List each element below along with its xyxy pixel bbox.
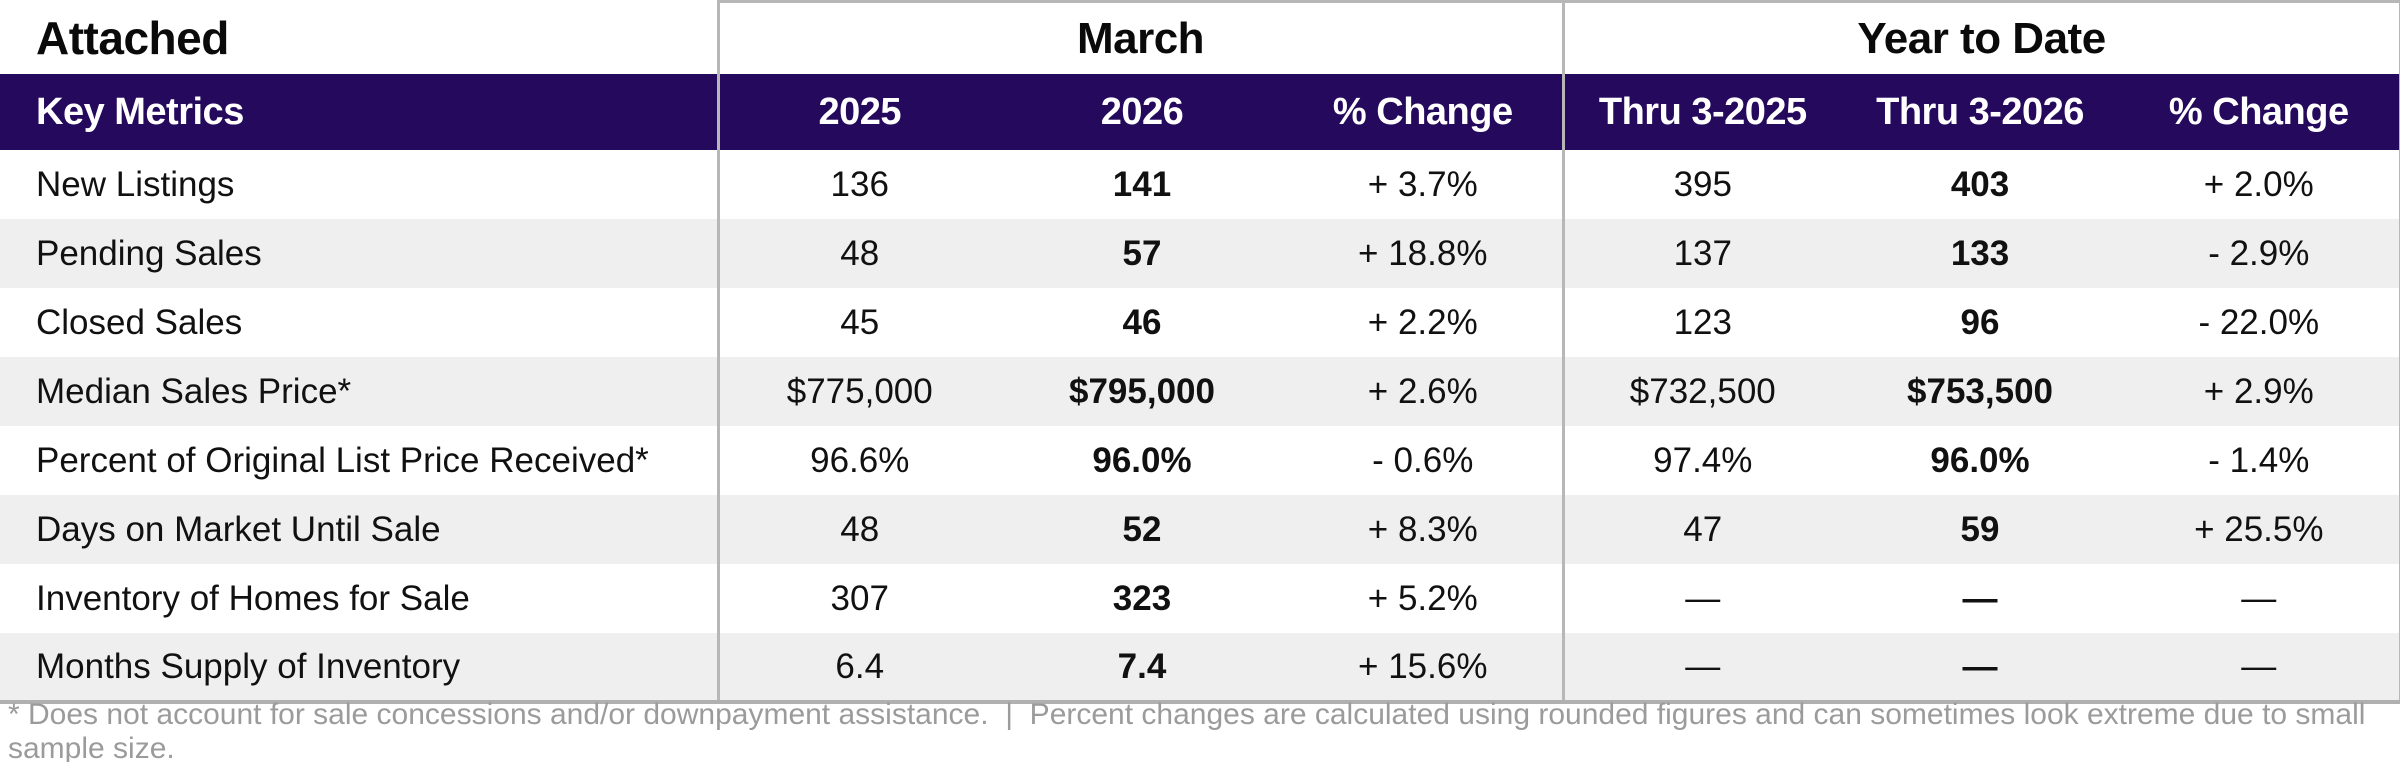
ytd-2026-value: 133 xyxy=(1950,233,2010,273)
ytd-2026-value: $753,500 xyxy=(1907,371,2053,411)
ytd-pct-change-value: + 25.5% xyxy=(2119,495,2400,564)
table-row: Percent of Original List Price Received*… xyxy=(0,426,2400,495)
march-2026-value: 323 xyxy=(1112,578,1172,618)
metric-label: Months Supply of Inventory xyxy=(0,633,718,704)
section-title-row: Attached March Year to Date xyxy=(0,0,2400,74)
column-header-thru-3-2026: Thru 3-2026 xyxy=(1841,74,2120,150)
march-2026-value: 7.4 xyxy=(1000,633,1284,704)
ytd-2025-value: 137 xyxy=(1561,219,1842,288)
march-2026-value: 46 xyxy=(1122,302,1162,342)
table-row: Months Supply of Inventory 6.4 7.4 + 15.6% —… xyxy=(0,633,2400,704)
march-pct-change-value: + 3.7% xyxy=(1367,164,1478,204)
footnote: * Does not account for sale concessions … xyxy=(0,698,2400,762)
march-pct-change-value: - 0.6% xyxy=(1372,440,1474,480)
ytd-2026-value: — xyxy=(1962,578,1998,618)
property-type-title: Attached xyxy=(0,1,718,74)
table-body: New Listings 136 141 + 3.7% 395 403 + 2.0% Pend… xyxy=(0,150,2400,704)
march-2025-value: 96.6% xyxy=(716,426,1000,495)
table-row: Pending Sales 48 57 + 18.8% 137 133 - 2.9% xyxy=(0,219,2400,288)
march-pct-change-value: + 18.8% xyxy=(1358,233,1488,273)
table-row: New Listings 136 141 + 3.7% 395 403 + 2.0% xyxy=(0,150,2400,219)
ytd-pct-change-value: - 1.4% xyxy=(2119,426,2400,495)
ytd-2026-value: 59 xyxy=(1960,509,2000,549)
march-2025-value: $775,000 xyxy=(716,357,1000,426)
ytd-2025-value: 97.4% xyxy=(1561,426,1842,495)
table-header: Attached March Year to Date Key Metrics … xyxy=(0,0,2400,150)
table-row: Days on Market Until Sale 48 52 + 8.3% 47 59 +… xyxy=(0,495,2400,564)
ytd-2025-value: — xyxy=(1561,633,1842,704)
march-2026-value: 96.0% xyxy=(1092,440,1192,480)
column-header-thru-3-2025: Thru 3-2025 xyxy=(1561,74,1842,150)
ytd-pct-change-value: - 22.0% xyxy=(2119,288,2400,357)
market-metrics-table: Attached March Year to Date Key Metrics … xyxy=(0,0,2400,704)
march-2026-value: $795,000 xyxy=(1069,371,1215,411)
ytd-2026-value: 96 xyxy=(1960,302,2000,342)
march-2025-value: 6.4 xyxy=(716,633,1000,704)
table-row: Closed Sales 45 46 + 2.2% 123 96 - 22.0% xyxy=(0,288,2400,357)
column-header-march-2026: 2026 xyxy=(1000,74,1284,150)
metric-label: New Listings xyxy=(36,164,235,204)
metric-label: Percent of Original List Price Received* xyxy=(36,440,649,480)
march-2026-value: 57 xyxy=(1122,233,1162,273)
march-pct-change-value: + 2.6% xyxy=(1367,371,1478,411)
column-header-march-2025: 2025 xyxy=(716,74,1000,150)
march-pct-change-value: + 2.2% xyxy=(1367,302,1478,342)
metric-label: Days on Market Until Sale xyxy=(36,509,441,549)
march-2025-value: 307 xyxy=(716,564,1000,633)
metric-label: Pending Sales xyxy=(36,233,262,273)
ytd-2026-value: — xyxy=(1841,633,2120,704)
march-2026-value: 52 xyxy=(1122,509,1162,549)
march-2026-value: 141 xyxy=(1112,164,1172,204)
ytd-pct-change-value: + 2.9% xyxy=(2119,357,2400,426)
group-header-march: March xyxy=(716,0,1564,74)
metric-label: Closed Sales xyxy=(36,302,243,342)
ytd-2025-value: $732,500 xyxy=(1561,357,1842,426)
table-row: Median Sales Price* $775,000 $795,000 + 2.6… xyxy=(0,357,2400,426)
ytd-pct-change-value: — xyxy=(2119,633,2400,704)
column-header-row: Key Metrics 2025 2026 % Change Thru 3-20… xyxy=(0,74,2400,150)
ytd-2026-value: 96.0% xyxy=(1930,440,2030,480)
group-header-year-to-date: Year to Date xyxy=(1561,0,2400,74)
march-2025-value: 48 xyxy=(716,495,1000,564)
metric-label: Inventory of Homes for Sale xyxy=(36,578,470,618)
ytd-2026-value: 403 xyxy=(1950,164,2010,204)
ytd-2025-value: 47 xyxy=(1561,495,1842,564)
metric-label: Median Sales Price* xyxy=(36,371,352,411)
column-header-ytd-pct-change: % Change xyxy=(2119,74,2400,150)
ytd-2025-value: — xyxy=(1561,564,1842,633)
ytd-2025-value: 395 xyxy=(1561,150,1842,219)
ytd-pct-change-value: — xyxy=(2119,564,2400,633)
column-header-march-pct-change: % Change xyxy=(1284,74,1564,150)
table-row: Inventory of Homes for Sale 307 323 + 5.2% —… xyxy=(0,564,2400,633)
key-metrics-header: Key Metrics xyxy=(0,74,718,150)
march-2025-value: 45 xyxy=(716,288,1000,357)
ytd-pct-change-value: - 2.9% xyxy=(2119,219,2400,288)
march-pct-change-value: + 8.3% xyxy=(1367,509,1478,549)
march-2025-value: 136 xyxy=(716,150,1000,219)
march-pct-change-value: + 5.2% xyxy=(1367,578,1478,618)
ytd-pct-change-value: + 2.0% xyxy=(2119,150,2400,219)
ytd-2025-value: 123 xyxy=(1561,288,1842,357)
march-2025-value: 48 xyxy=(716,219,1000,288)
march-pct-change-value: + 15.6% xyxy=(1284,633,1564,704)
